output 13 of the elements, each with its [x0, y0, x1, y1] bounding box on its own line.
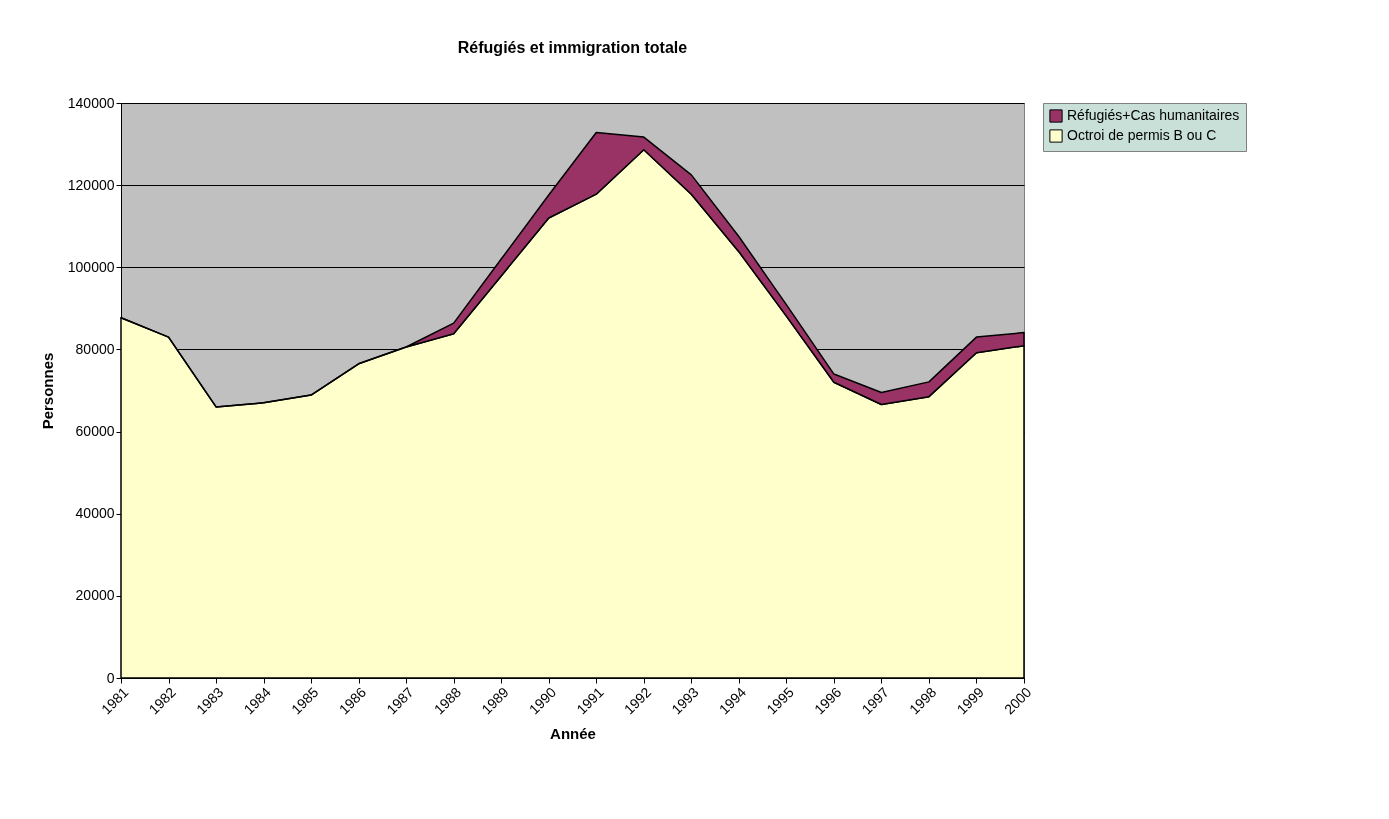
y-tick-label: 60000: [75, 423, 115, 440]
y-tick-label: 120000: [67, 176, 115, 193]
legend-label: Octroi de permis B ou C: [1067, 127, 1217, 143]
y-tick-label: 40000: [75, 505, 115, 522]
legend-label: Réfugiés+Cas humanitaires: [1067, 107, 1240, 123]
y-axis-title: Personnes: [38, 352, 56, 430]
y-tick-label: 20000: [75, 587, 115, 604]
y-tick-label: 100000: [67, 258, 115, 275]
x-axis-title: Année: [550, 725, 596, 743]
y-tick-label: 140000: [67, 94, 115, 111]
chart-title: Réfugiés et immigration totale: [457, 39, 688, 56]
y-tick-label: 80000: [75, 340, 115, 357]
y-tick-label: 0: [106, 669, 115, 686]
